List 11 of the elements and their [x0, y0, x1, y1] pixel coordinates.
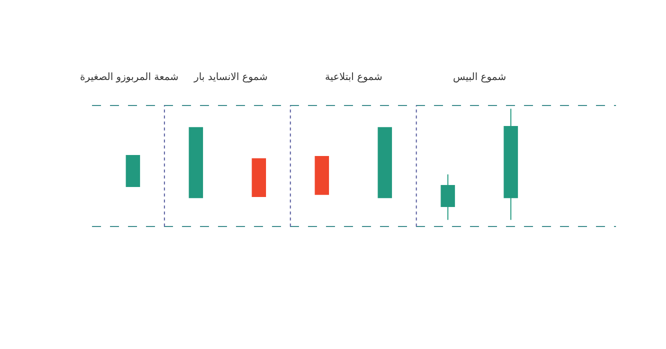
candlestick: [314, 156, 329, 195]
text: شموع ابتلاعية: [325, 72, 382, 83]
candlestick: [188, 127, 204, 198]
candlestick: [378, 127, 392, 198]
text: شموع البيس: [453, 72, 506, 83]
candlestick: [504, 108, 518, 220]
text: شمعة المربوزو الصغيرة: [80, 72, 179, 83]
text: شموع الانسايد بار: [193, 72, 268, 83]
candlestick: [440, 174, 455, 220]
candlestick: [126, 154, 140, 188]
candlestick: [252, 158, 266, 198]
